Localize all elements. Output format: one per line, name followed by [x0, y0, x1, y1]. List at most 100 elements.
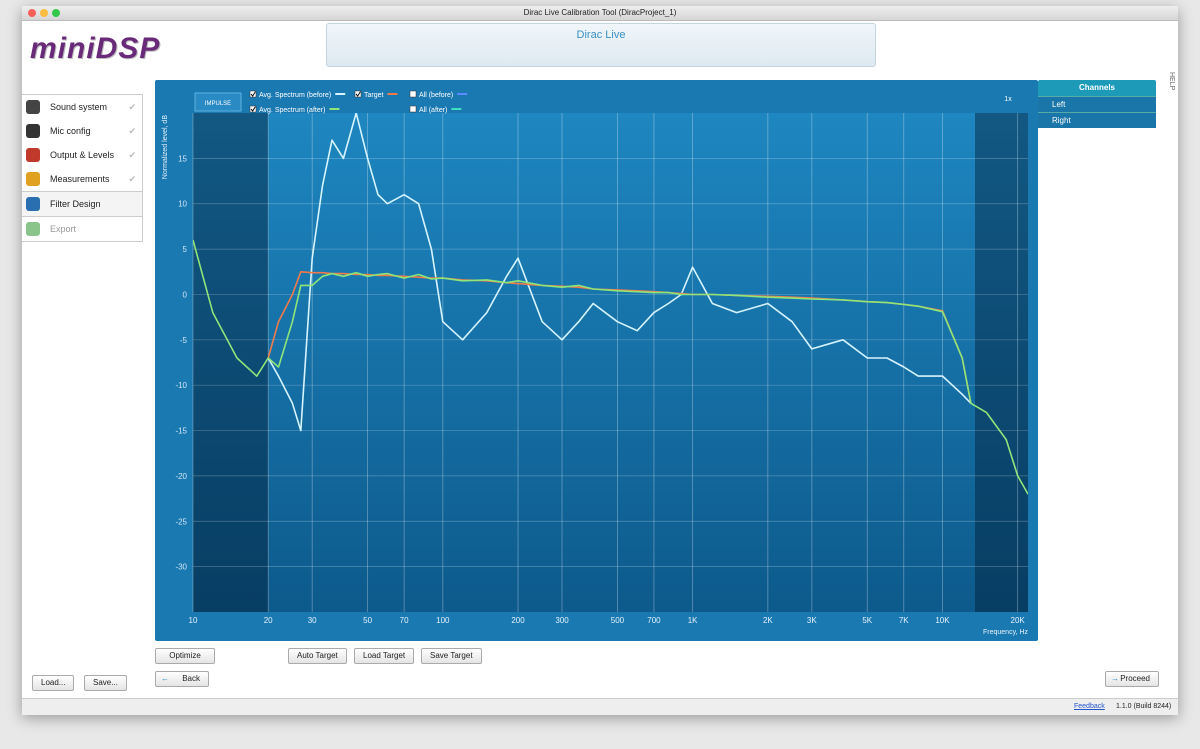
x-tick-label: 70: [400, 616, 409, 625]
done-check: ✔: [128, 102, 136, 112]
series-line: [267, 113, 972, 432]
y-tick-label: -10: [175, 381, 187, 390]
y-tick-label: -25: [175, 517, 187, 526]
banner: Dirac Live: [326, 23, 876, 67]
sidebar-label: Output & Levels: [50, 150, 115, 160]
close-button[interactable]: [28, 9, 36, 17]
sidebar-item[interactable]: Measurements ✔: [22, 167, 142, 191]
title-bar: Dirac Live Calibration Tool (DiracProjec…: [22, 6, 1178, 21]
minimize-button[interactable]: [40, 9, 48, 17]
x-tick-label: 3K: [807, 616, 817, 625]
legend-checkbox[interactable]: [249, 105, 257, 113]
y-tick-label: 15: [178, 154, 187, 163]
sidebar-item[interactable]: Sound system ✔: [22, 95, 142, 119]
feedback-link[interactable]: Feedback: [1074, 703, 1105, 710]
sidebar-icon: [26, 197, 40, 211]
sidebar-label: Sound system: [50, 102, 108, 112]
out-of-range-high: [975, 113, 1028, 612]
x-tick-label: 30: [308, 616, 317, 625]
load-target-button[interactable]: Load Target: [354, 648, 415, 664]
back-label: Back: [182, 674, 200, 683]
auto-target-button[interactable]: Auto Target: [288, 648, 347, 664]
legend-checkbox[interactable]: [354, 90, 362, 98]
out-of-range-low: [193, 113, 269, 612]
legend-label: Avg. Spectrum (after): [259, 107, 325, 114]
done-check: ✔: [128, 174, 136, 184]
x-tick-label: 10K: [935, 616, 950, 625]
check-mark: [250, 106, 256, 112]
legend-checkbox[interactable]: [409, 105, 417, 113]
channels-title: Channels: [1038, 80, 1156, 96]
x-axis-label: Frequency, Hz: [983, 629, 1028, 636]
x-tick-label: 200: [511, 616, 525, 625]
x-tick-label: 1K: [688, 616, 698, 625]
help-tab[interactable]: HELP: [1168, 72, 1175, 91]
y-tick-label: -5: [180, 336, 188, 345]
x-tick-label: 700: [647, 616, 661, 625]
plot-area: [193, 113, 1028, 612]
x-tick-label: 50: [363, 616, 372, 625]
impulse-label: IMPULSE: [205, 101, 231, 107]
sidebar-icon: [26, 100, 40, 114]
check-mark: [355, 91, 361, 97]
proceed-button[interactable]: → Proceed: [1105, 671, 1159, 687]
load-button[interactable]: Load...: [32, 675, 75, 691]
sidebar-icon: [26, 172, 40, 186]
sidebar-item[interactable]: Mic config ✔: [22, 119, 142, 143]
done-check: ✔: [128, 126, 136, 136]
back-button[interactable]: ← Back: [155, 671, 209, 687]
sidebar-item[interactable]: Filter Design: [22, 191, 142, 217]
zoom-button[interactable]: [52, 9, 60, 17]
x-tick-label: 10: [189, 616, 198, 625]
sidebar: Sound system ✔ Mic config ✔ Output & Levels ✔…: [22, 94, 143, 242]
y-tick-label: 5: [183, 245, 188, 254]
zoom-label: 1x: [1004, 96, 1012, 103]
legend-checkbox[interactable]: [409, 90, 417, 98]
impulse-button[interactable]: [194, 92, 242, 112]
sidebar-label: Export: [50, 224, 77, 234]
x-tick-label: 500: [611, 616, 625, 625]
sidebar-icon: [26, 148, 40, 162]
y-tick-label: -20: [175, 472, 187, 481]
sidebar-label: Measurements: [50, 174, 110, 184]
x-tick-label: 5K: [862, 616, 872, 625]
y-tick-label: 10: [178, 200, 187, 209]
series-line: [193, 239, 1028, 495]
save-target-button[interactable]: Save Target: [421, 648, 482, 664]
sidebar-label: Filter Design: [50, 199, 101, 209]
logo: miniDSP: [30, 32, 161, 65]
proceed-label: Proceed: [1120, 674, 1150, 683]
x-tick-label: 7K: [899, 616, 909, 625]
channels-panel: Channels Left Right: [1038, 80, 1156, 128]
sidebar-item[interactable]: Output & Levels ✔: [22, 143, 142, 167]
y-axis-label: Normalized level, dB: [162, 115, 169, 180]
x-tick-label: 20K: [1011, 616, 1026, 625]
version: 1.1.0 (Build 8244): [1116, 703, 1172, 710]
x-tick-label: 2K: [763, 616, 773, 625]
y-tick-label: -30: [175, 563, 187, 572]
legend-label: Avg. Spectrum (before): [259, 92, 331, 99]
legend-checkbox[interactable]: [249, 90, 257, 98]
legend-label: Target: [364, 92, 384, 99]
check-mark: [250, 91, 256, 97]
x-tick-label: 20: [264, 616, 273, 625]
status-bar: Feedback 1.1.0 (Build 8244): [22, 698, 1178, 715]
app-window: Dirac Live Calibration Tool (DiracProjec…: [22, 6, 1178, 715]
sidebar-label: Mic config: [50, 126, 91, 136]
x-tick-label: 300: [555, 616, 569, 625]
sidebar-item[interactable]: Export: [22, 217, 142, 241]
proceed-arrow: →: [1111, 674, 1119, 683]
window-title: Dirac Live Calibration Tool (DiracProjec…: [523, 8, 677, 17]
y-tick-label: 0: [183, 290, 188, 299]
chart: -30 -25 -20 -15 -10 -5 0 5 10 15 10 20 30 50 70 100 200 3…: [155, 80, 1038, 641]
sidebar-icon: [26, 222, 40, 236]
save-button[interactable]: Save...: [84, 675, 127, 691]
legend-label: All (before): [419, 92, 453, 99]
banner-text: Dirac Live: [576, 29, 626, 41]
channel-item[interactable]: Right: [1038, 112, 1156, 128]
optimize-button[interactable]: Optimize: [155, 648, 215, 664]
x-tick-label: 100: [436, 616, 450, 625]
legend-label: All (after): [419, 107, 447, 114]
channel-item[interactable]: Left: [1038, 96, 1156, 112]
